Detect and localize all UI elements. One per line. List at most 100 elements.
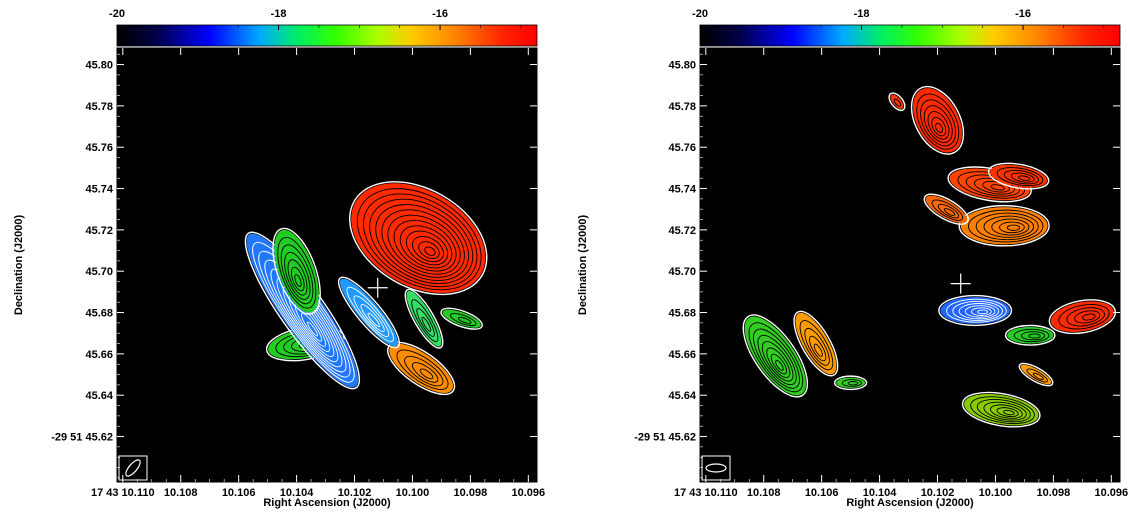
contour-level xyxy=(300,312,323,342)
contour-level xyxy=(1058,304,1110,330)
plot-area xyxy=(700,48,1120,482)
maser-outline xyxy=(888,92,906,112)
maser-outline xyxy=(938,294,1013,327)
contour-level xyxy=(1074,310,1101,324)
y-tick-label: 45.78 xyxy=(85,101,113,113)
contour-level xyxy=(996,407,1019,418)
x-tick-label: 10.096 xyxy=(1094,487,1128,499)
contour-level xyxy=(958,303,1000,320)
x-tick-label: 10.104 xyxy=(863,487,898,499)
plot-frame xyxy=(116,47,538,483)
contour-level xyxy=(1003,169,1039,185)
maser-spot xyxy=(1004,324,1056,346)
maser-spot xyxy=(910,85,965,155)
contour-level xyxy=(946,298,1007,323)
contour-level xyxy=(920,99,956,147)
x-tick-label: 10.106 xyxy=(805,487,839,499)
beam-box xyxy=(701,455,731,481)
x-tick-label: 10.102 xyxy=(338,487,372,499)
y-tick-label: 45.70 xyxy=(668,266,696,278)
contour-level xyxy=(457,316,472,324)
maser-outline xyxy=(958,204,1050,247)
y-axis-title: Declination (J2000) xyxy=(577,215,589,316)
contour-level xyxy=(931,117,947,137)
contour-level xyxy=(362,193,478,288)
contour-level xyxy=(405,230,449,266)
beam-ellipse xyxy=(125,459,141,477)
maser-spot xyxy=(833,375,868,391)
maser-fill xyxy=(890,94,904,109)
contour-level xyxy=(346,286,394,342)
maser-outline xyxy=(440,307,484,330)
maser-outline xyxy=(987,162,1050,190)
contour-level xyxy=(1010,172,1035,183)
emission-layer xyxy=(244,181,488,396)
maser-spot xyxy=(888,92,906,112)
contour-level xyxy=(841,379,862,387)
contour-level xyxy=(287,259,308,296)
contour-level xyxy=(975,212,1039,241)
y-tick-label: 45.70 xyxy=(85,266,113,278)
contour-level xyxy=(419,368,434,380)
y-tick-label: 45.74 xyxy=(85,184,113,196)
maser-spot xyxy=(440,307,484,330)
y-tick-label: 45.80 xyxy=(668,60,696,72)
maser-spot xyxy=(338,276,400,349)
contour-level xyxy=(1026,368,1048,383)
contour-level xyxy=(976,398,1031,423)
contour-level xyxy=(356,188,482,291)
colorbar-tick-label: -16 xyxy=(432,8,448,20)
contour-level xyxy=(761,341,794,382)
maser-spot xyxy=(1048,299,1117,335)
contour-level xyxy=(964,305,996,318)
x-tick-label: 10.108 xyxy=(747,487,781,499)
contour-level xyxy=(396,349,449,390)
colorbar-tick-label: -16 xyxy=(1015,8,1031,20)
maser-outline xyxy=(833,375,868,391)
maser-spot xyxy=(272,227,321,315)
contour-level xyxy=(931,199,964,221)
maser-spot xyxy=(923,193,969,225)
maser-fill xyxy=(339,278,399,347)
contour-level xyxy=(369,198,474,285)
contour-level xyxy=(367,312,381,328)
left-contour-map: -20 -18 -16 17 43 10.110 10.108 10.106 10.104 1… xyxy=(13,8,545,509)
maser-outline xyxy=(272,227,321,315)
x-tick-label: 10.102 xyxy=(921,487,955,499)
maser-outline xyxy=(742,314,809,398)
x-tick-label: 10.096 xyxy=(511,487,545,499)
contour-level xyxy=(290,266,305,292)
contour-level xyxy=(1066,307,1105,327)
contour-level xyxy=(411,362,439,383)
maser-spot xyxy=(987,162,1050,190)
contour-level xyxy=(393,220,457,272)
contour-level xyxy=(399,225,453,269)
maser-spot xyxy=(348,181,488,296)
maser-spot xyxy=(404,288,444,349)
colorbar-tick-label: -20 xyxy=(692,8,708,20)
contour-level xyxy=(983,215,1035,238)
beam-ellipse xyxy=(705,463,727,473)
y-tick-label: 45.66 xyxy=(85,349,113,361)
maser-fill xyxy=(274,229,319,313)
contour-level xyxy=(1028,333,1041,339)
y-axis-title: Declination (J2000) xyxy=(13,215,25,316)
contour-level xyxy=(1032,372,1044,381)
y-tick-label: 45.64 xyxy=(85,390,113,402)
y-tick-label: 45.80 xyxy=(85,60,113,72)
maser-outline xyxy=(348,181,488,296)
x-tick-label: 10.098 xyxy=(454,487,488,499)
contour-level xyxy=(387,214,461,275)
contour-level xyxy=(974,177,1015,195)
contour-level xyxy=(1006,224,1021,231)
contour-level xyxy=(748,322,804,393)
maser-spot xyxy=(961,391,1041,428)
contour-level xyxy=(284,251,311,300)
contour-level xyxy=(270,268,343,368)
y-tick-label: 45.76 xyxy=(85,142,113,154)
maser-fill xyxy=(246,233,359,388)
contour-level xyxy=(375,204,470,281)
contour-level xyxy=(449,313,477,327)
contour-level xyxy=(307,321,319,337)
maser-spot xyxy=(958,204,1050,247)
